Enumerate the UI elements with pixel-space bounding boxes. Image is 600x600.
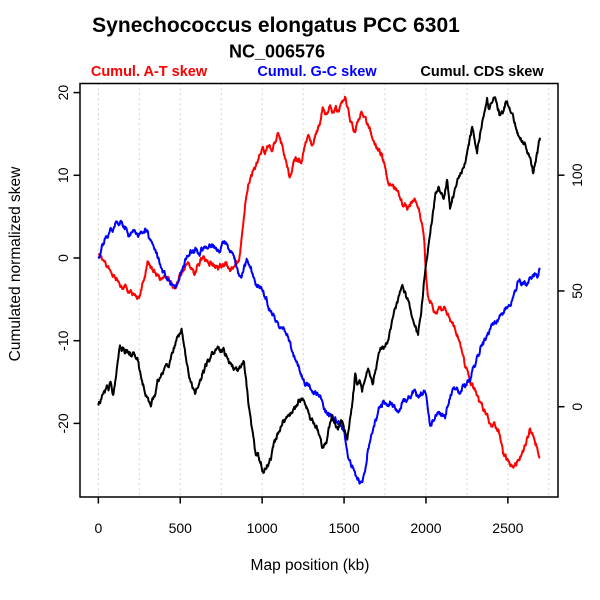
y-right-tick-label: 0 <box>569 403 585 411</box>
x-tick-label: 1000 <box>247 520 278 536</box>
figure-subtitle: NC_006576 <box>228 41 326 62</box>
x-tick-label: 1500 <box>328 520 359 536</box>
x-tick-label: 2000 <box>410 520 441 536</box>
x-tick-label: 2500 <box>492 520 523 536</box>
y-left-tick-label: -10 <box>55 330 71 350</box>
y-left-tick-label: 20 <box>55 85 71 101</box>
series-line-3 <box>97 96 541 474</box>
y-left-tick-label: -20 <box>55 413 71 433</box>
x-tick-label: 500 <box>169 520 193 536</box>
series-line-2 <box>97 219 541 485</box>
y-right-tick-label: 100 <box>569 163 585 187</box>
y-left-tick-label: 0 <box>55 254 71 262</box>
y-axis-title: Cumulated normalized skew <box>7 166 24 362</box>
legend-item-gc-skew: Cumul. G-C skew <box>257 64 377 80</box>
y-left-tick-label: 10 <box>55 167 71 183</box>
x-tick-label: 0 <box>94 520 102 536</box>
y-right-tick-label: 50 <box>569 283 585 299</box>
x-axis-title: Map position (kb) <box>250 557 370 574</box>
figure-title: Synechococcus elongatus PCC 6301 <box>92 14 460 37</box>
legend-item-cds-skew: Cumul. CDS skew <box>420 64 544 80</box>
series-line-1 <box>97 95 541 469</box>
legend-item-at-skew: Cumul. A-T skew <box>90 64 208 80</box>
